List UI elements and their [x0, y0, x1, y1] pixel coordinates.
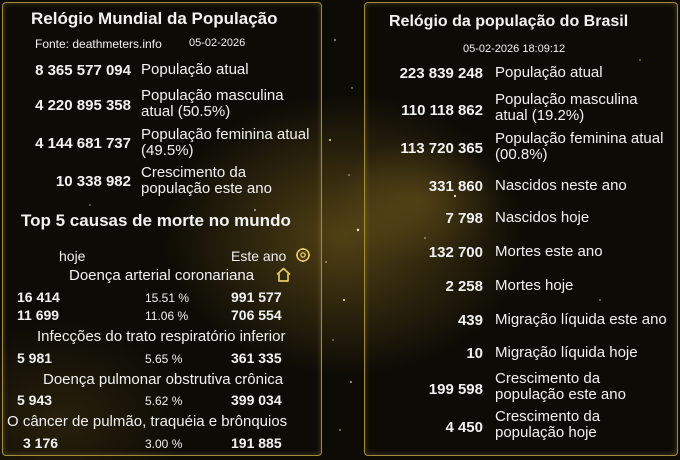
- brazil-stat-value: 132 700: [428, 244, 483, 261]
- world-population-panel: Relógio Mundial da População Fonte: deat…: [2, 2, 322, 456]
- brazil-stat-value: 4 450: [445, 419, 483, 436]
- brazil-stat-label: População atual: [495, 64, 603, 81]
- cause-name: O câncer de pulmão, traquéia e brônquios: [7, 413, 288, 430]
- brazil-stat-value: 7 798: [445, 210, 483, 227]
- cause-year: 991 577: [231, 289, 282, 305]
- home-icon[interactable]: [275, 266, 292, 288]
- gear-icon[interactable]: [295, 247, 311, 268]
- brazil-stat-value: 331 860: [428, 178, 483, 195]
- cause-pct: 5.62 %: [145, 394, 183, 408]
- deaths-title: Top 5 causas de morte no mundo: [21, 211, 291, 230]
- world-stat-value: 8 365 577 094: [35, 62, 131, 79]
- brazil-stat-label: Crescimento da população este ano: [495, 370, 626, 403]
- brazil-stat-value: 10: [466, 345, 483, 362]
- brazil-stat-label: Nascidos neste ano: [495, 177, 627, 194]
- brazil-stat-value: 110 118 862: [401, 102, 483, 119]
- world-stat-value: 4 220 895 358: [35, 97, 131, 114]
- cause-year: 361 335: [231, 350, 282, 366]
- world-stat-label: População masculina atual (50.5%): [141, 87, 284, 120]
- brazil-title: Relógio da população do Brasil: [389, 13, 629, 30]
- cause-pct: 3.00 %: [145, 437, 183, 451]
- world-date: 05-02-2026: [189, 37, 246, 49]
- cause-year: 706 554: [231, 307, 282, 323]
- world-stat-value: 4 144 681 737: [35, 135, 131, 152]
- world-stat-label: Crescimento da população este ano: [141, 164, 272, 197]
- brazil-stat-label: Mortes este ano: [495, 243, 603, 260]
- cause-year: 399 034: [231, 392, 282, 408]
- brazil-stat-label: Mortes hoje: [495, 277, 574, 294]
- cause-name: Infecções do trato respiratório inferior: [37, 328, 286, 345]
- cause-today: 3 176: [23, 435, 59, 451]
- brazil-stat-value: 199 598: [428, 381, 483, 398]
- brazil-datetime: 05-02-2026 18:09:12: [463, 43, 566, 55]
- brazil-stat-label: Nascidos hoje: [495, 209, 590, 226]
- world-title: Relógio Mundial da População: [31, 9, 278, 28]
- brazil-stat-value: 223 839 248: [399, 65, 483, 82]
- world-source: Fonte: deathmeters.info: [35, 37, 162, 51]
- world-stat-label: População feminina atual (49.5%): [141, 126, 310, 159]
- world-stat-value: 10 338 982: [55, 173, 131, 190]
- world-stat-label: População atual: [141, 61, 249, 78]
- brazil-population-panel: Relógio da população do Brasil 05-02-202…: [364, 2, 678, 456]
- cause-today: 11 699: [17, 307, 60, 323]
- brazil-stat-label: Migração líquida hoje: [495, 344, 638, 361]
- brazil-stat-value: 113 720 365: [400, 140, 483, 157]
- cause-today: 5 943: [17, 392, 53, 408]
- brazil-stat-value: 439: [457, 312, 483, 329]
- brazil-stat-label: População feminina atual (00.8%): [495, 130, 664, 163]
- cause-name: Doença arterial coronariana: [69, 267, 255, 284]
- cause-pct: 11.06 %: [145, 309, 189, 323]
- cause-today: 5 981: [17, 350, 53, 366]
- cause-year: 191 885: [231, 435, 282, 451]
- brazil-stat-value: 2 258: [445, 278, 483, 295]
- cause-name: Doença pulmonar obstrutiva crônica: [43, 371, 284, 388]
- cause-today: 16 414: [17, 289, 60, 305]
- brazil-stat-label: Migração líquida este ano: [495, 311, 667, 328]
- cause-pct: 15.51 %: [145, 291, 190, 305]
- cause-pct: 5.65 %: [145, 352, 183, 366]
- brazil-stat-label: População masculina atual (19.2%): [495, 91, 638, 124]
- col-year-header: Este ano: [231, 248, 287, 264]
- brazil-stat-label: Crescimento da população hoje: [495, 408, 601, 441]
- col-today-header: hoje: [59, 248, 86, 264]
